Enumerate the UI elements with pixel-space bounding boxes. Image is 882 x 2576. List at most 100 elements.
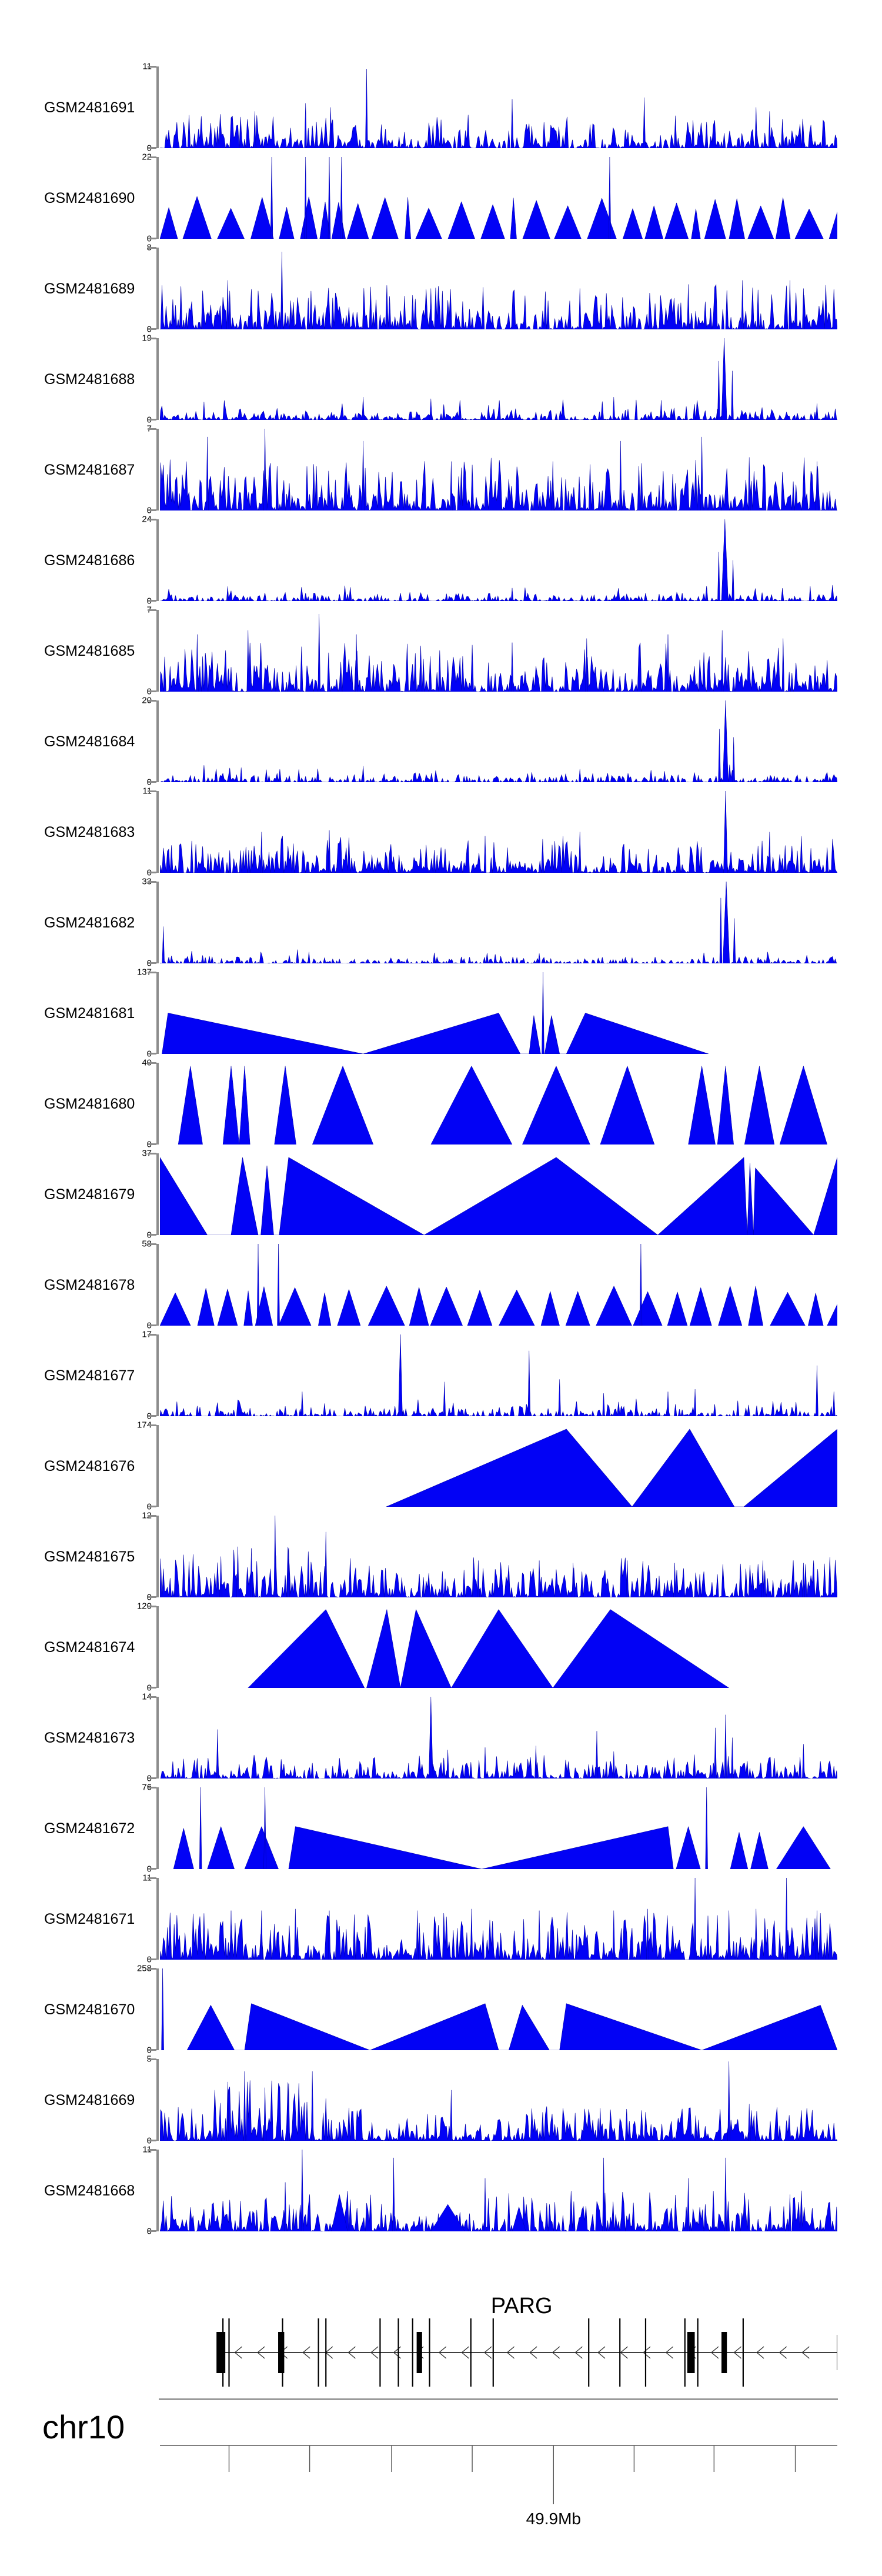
track-yaxis-bar: [156, 610, 159, 692]
track-yaxis-top-tick: [148, 972, 156, 973]
track-signal-panel: [160, 338, 837, 420]
track-signal-panel: [160, 1334, 837, 1416]
track-ymax-label: 33: [142, 876, 152, 887]
track-yaxis-bar: [156, 1334, 159, 1416]
track-yaxis-top-tick: [148, 338, 156, 339]
track-yaxis-bottom-tick: [148, 1053, 156, 1055]
track-ymax-label: 174: [136, 1420, 152, 1430]
track-label: GSM2481680: [44, 1095, 135, 1112]
track-ymax-label: 20: [142, 695, 152, 706]
track-label: GSM2481679: [44, 1186, 135, 1203]
track-yaxis-bottom-tick: [148, 781, 156, 783]
genome-axis-track: 49.9Mb: [160, 2445, 837, 2528]
axis-separator-line: [159, 2398, 838, 2400]
track-ymax-label: 12: [142, 1510, 152, 1521]
track-signal-panel: [160, 157, 837, 239]
track-label: GSM2481683: [44, 823, 135, 840]
track-ymax-label: 37: [142, 1148, 152, 1159]
track-signal-panel: [160, 613, 837, 692]
track-yaxis-bottom-tick: [148, 1777, 156, 1779]
track-signal-panel: [160, 2150, 837, 2231]
track-yaxis-bar: [156, 1787, 159, 1869]
track-ymax-label: 76: [142, 1782, 152, 1793]
track-signal-panel: [160, 1157, 837, 1235]
track-yaxis-bottom-tick: [148, 690, 156, 692]
track-signal-panel: [178, 1065, 827, 1144]
track-label: GSM2481675: [44, 1548, 135, 1565]
track-ymax-label: 17: [142, 1329, 152, 1340]
track-yaxis-bar: [156, 1968, 159, 2050]
track-yaxis-top-tick: [148, 1243, 156, 1245]
axis-position-label: 49.9Mb: [526, 2510, 581, 2528]
track-yaxis-top-tick: [148, 1515, 156, 1517]
track-yaxis-bar: [156, 429, 159, 510]
track-yaxis-bottom-tick: [148, 238, 156, 239]
track-ymax-label: 11: [122, 1873, 152, 1883]
track-signal-panel: [160, 1878, 837, 1960]
track-yaxis-bottom-tick: [148, 1143, 156, 1145]
track-ymax-label: 120: [136, 1601, 152, 1611]
track-yaxis-top-tick: [148, 1877, 156, 1879]
track-label: GSM2481673: [44, 1729, 135, 1746]
track-yaxis-top-tick: [148, 247, 156, 249]
track-yaxis-bottom-tick: [148, 419, 156, 421]
track-yaxis-top-tick: [148, 609, 156, 611]
track-yaxis-top-tick: [148, 1787, 156, 1788]
track-yaxis-top-tick: [148, 66, 156, 68]
track-signal-panel: [160, 882, 837, 963]
track-signal-panel: [160, 251, 837, 329]
track-yaxis-bottom-tick: [148, 328, 156, 330]
track-yaxis-bar: [156, 1878, 159, 1960]
track-label: GSM2481677: [44, 1367, 135, 1384]
track-label: GSM2481669: [44, 2091, 135, 2108]
track-yaxis-bottom-tick: [148, 2230, 156, 2232]
track-yaxis-bottom-tick: [148, 2049, 156, 2051]
track-yaxis-top-tick: [148, 2149, 156, 2151]
track-ymax-label: 58: [142, 1239, 152, 1249]
track-label: GSM2481674: [44, 1639, 135, 1656]
track-yaxis-bar: [156, 882, 159, 963]
track-label: GSM2481671: [44, 1910, 135, 1927]
track-yaxis-bar: [156, 157, 159, 239]
track-ymax-label: 19: [142, 333, 152, 343]
track-yaxis-top-tick: [148, 519, 156, 520]
track-signal-panel: [162, 972, 709, 1054]
track-yaxis-top-tick: [148, 2058, 156, 2060]
track-label: GSM2481690: [44, 189, 135, 206]
track-ymax-label: 11: [122, 62, 152, 72]
track-yaxis-bottom-tick: [148, 509, 156, 511]
track-yaxis-bottom-tick: [148, 1687, 156, 1689]
track-label: GSM2481684: [44, 733, 135, 750]
track-yaxis-top-tick: [148, 700, 156, 702]
track-yaxis-top-tick: [148, 881, 156, 883]
track-label: GSM2481672: [44, 1820, 135, 1837]
chromosome-label: chr10: [42, 2408, 125, 2445]
track-label: GSM2481682: [44, 914, 135, 931]
track-yaxis-bottom-tick: [148, 600, 156, 602]
track-label: GSM2481689: [44, 280, 135, 297]
track-yaxis-bottom-tick: [148, 1868, 156, 1870]
track-signal-panel: [386, 1429, 837, 1507]
track-yaxis-bar: [156, 1425, 159, 1507]
track-yaxis-bar: [156, 1606, 159, 1688]
track-yaxis-bar: [156, 2150, 159, 2231]
track-signal-panel: [160, 791, 837, 873]
track-yaxis-bar: [156, 700, 159, 782]
track-signal-panel: [160, 69, 837, 148]
track-signal-panel: [160, 519, 837, 601]
track-signal-panel: [160, 1516, 837, 1597]
track-ymax-label: 11: [122, 2145, 152, 2155]
track-label: GSM2481678: [44, 1276, 135, 1293]
track-signal-panel: [173, 1787, 831, 1869]
track-ymax-label: 137: [136, 967, 152, 977]
track-yaxis-top-tick: [148, 1424, 156, 1426]
gene-model-track: PARG: [216, 2294, 837, 2387]
track-label: GSM2481670: [44, 2001, 135, 2018]
track-yaxis-bottom-tick: [148, 1234, 156, 1236]
track-signal-panel: [248, 1609, 730, 1688]
track-ymax-label: 22: [142, 152, 152, 162]
track-yaxis-bar: [156, 2059, 159, 2141]
track-yaxis-bar: [156, 1697, 159, 1778]
track-yaxis-bottom-tick: [148, 1596, 156, 1598]
track-yaxis-top-tick: [148, 1062, 156, 1064]
